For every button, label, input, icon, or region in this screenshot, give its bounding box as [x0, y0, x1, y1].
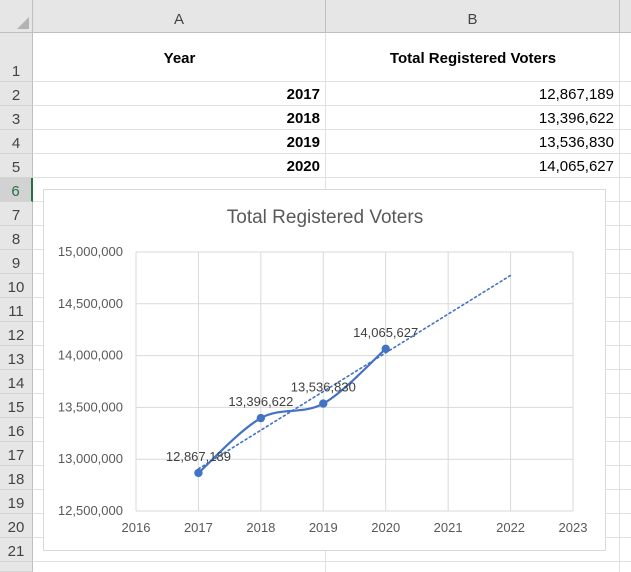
- select-all-triangle-icon: [17, 17, 29, 29]
- row-header-19[interactable]: 19: [0, 490, 33, 514]
- y-tick-label: 13,000,000: [58, 451, 123, 466]
- x-tick-label: 2016: [122, 520, 151, 535]
- cell-a4[interactable]: 2019: [286, 134, 320, 151]
- row-header-4[interactable]: 4: [0, 130, 33, 154]
- row-header-7[interactable]: 7: [0, 202, 33, 226]
- chart-title: Total Registered Voters: [227, 207, 423, 228]
- x-tick-label: 2022: [496, 520, 525, 535]
- chart-object[interactable]: Total Registered Voters 2016 2017 2018 2019 2…: [43, 189, 606, 551]
- cell-a3[interactable]: 2018: [286, 110, 320, 127]
- row-header-1[interactable]: 1: [0, 33, 33, 82]
- trendline: [197, 274, 512, 470]
- row-header-11[interactable]: 11: [0, 298, 33, 322]
- x-tick-label: 2020: [371, 520, 400, 535]
- data-label: 14,065,627: [353, 325, 418, 340]
- cell-a2[interactable]: 2017: [286, 86, 320, 103]
- data-label: 12,867,189: [166, 449, 231, 464]
- x-tick-label: 2019: [309, 520, 338, 535]
- x-tick-label: 2021: [434, 520, 463, 535]
- y-tick-label: 13,500,000: [58, 399, 123, 414]
- cell-b4[interactable]: 13,536,830: [538, 134, 614, 151]
- column-header-b[interactable]: B: [326, 0, 620, 33]
- row-gridline: [33, 105, 631, 106]
- data-label: 13,536,830: [291, 380, 356, 395]
- column-gridline: [619, 33, 620, 572]
- column-header-a[interactable]: A: [33, 0, 326, 33]
- row-header-9[interactable]: 9: [0, 250, 33, 274]
- row-header-6[interactable]: 6: [0, 178, 33, 202]
- y-tick-label: 12,500,000: [58, 503, 123, 518]
- y-tick-label: 14,500,000: [58, 296, 123, 311]
- row-header-12[interactable]: 12: [0, 322, 33, 346]
- row-gridline: [33, 153, 631, 154]
- series-line: [197, 347, 387, 474]
- data-label: 13,396,622: [228, 394, 293, 409]
- cell-b1[interactable]: Total Registered Voters: [389, 50, 557, 67]
- row-gridline: [33, 561, 631, 562]
- chart-svg: Total Registered Voters 2016 2017 2018 2019 2…: [58, 207, 588, 535]
- row-header-8[interactable]: 8: [0, 226, 33, 250]
- row-gridline: [33, 129, 631, 130]
- row-header-2[interactable]: 2: [0, 82, 33, 106]
- row-header-10[interactable]: 10: [0, 274, 33, 298]
- y-tick-label: 14,000,000: [58, 348, 123, 363]
- row-header-14[interactable]: 14: [0, 370, 33, 394]
- cell-b2[interactable]: 12,867,189: [538, 86, 614, 103]
- row-gridline: [33, 177, 631, 178]
- row-header-13[interactable]: 13: [0, 346, 33, 370]
- row-header-15[interactable]: 15: [0, 394, 33, 418]
- row-header-16[interactable]: 16: [0, 418, 33, 442]
- row-header-21[interactable]: 21: [0, 538, 33, 562]
- column-header-c[interactable]: [620, 0, 631, 33]
- row-header-17[interactable]: 17: [0, 442, 33, 466]
- row-header-20[interactable]: 20: [0, 514, 33, 538]
- x-tick-label: 2023: [559, 520, 588, 535]
- data-point: [256, 413, 266, 423]
- x-tick-label: 2018: [246, 520, 275, 535]
- cell-a1[interactable]: Year: [163, 50, 196, 67]
- cell-b5[interactable]: 14,065,627: [538, 158, 614, 175]
- y-tick-label: 15,000,000: [58, 244, 123, 259]
- row-header-5[interactable]: 5: [0, 154, 33, 178]
- select-all-corner[interactable]: [0, 0, 33, 33]
- row-header-22[interactable]: [0, 562, 33, 572]
- data-point: [381, 344, 390, 354]
- row-gridline: [33, 81, 631, 82]
- row-header-18[interactable]: 18: [0, 466, 33, 490]
- cell-b3[interactable]: 13,396,622: [538, 110, 614, 127]
- data-point: [319, 399, 328, 408]
- row-header-3[interactable]: 3: [0, 106, 33, 130]
- cell-a5[interactable]: 2020: [286, 158, 320, 175]
- x-tick-label: 2017: [184, 520, 213, 535]
- data-point: [194, 468, 203, 478]
